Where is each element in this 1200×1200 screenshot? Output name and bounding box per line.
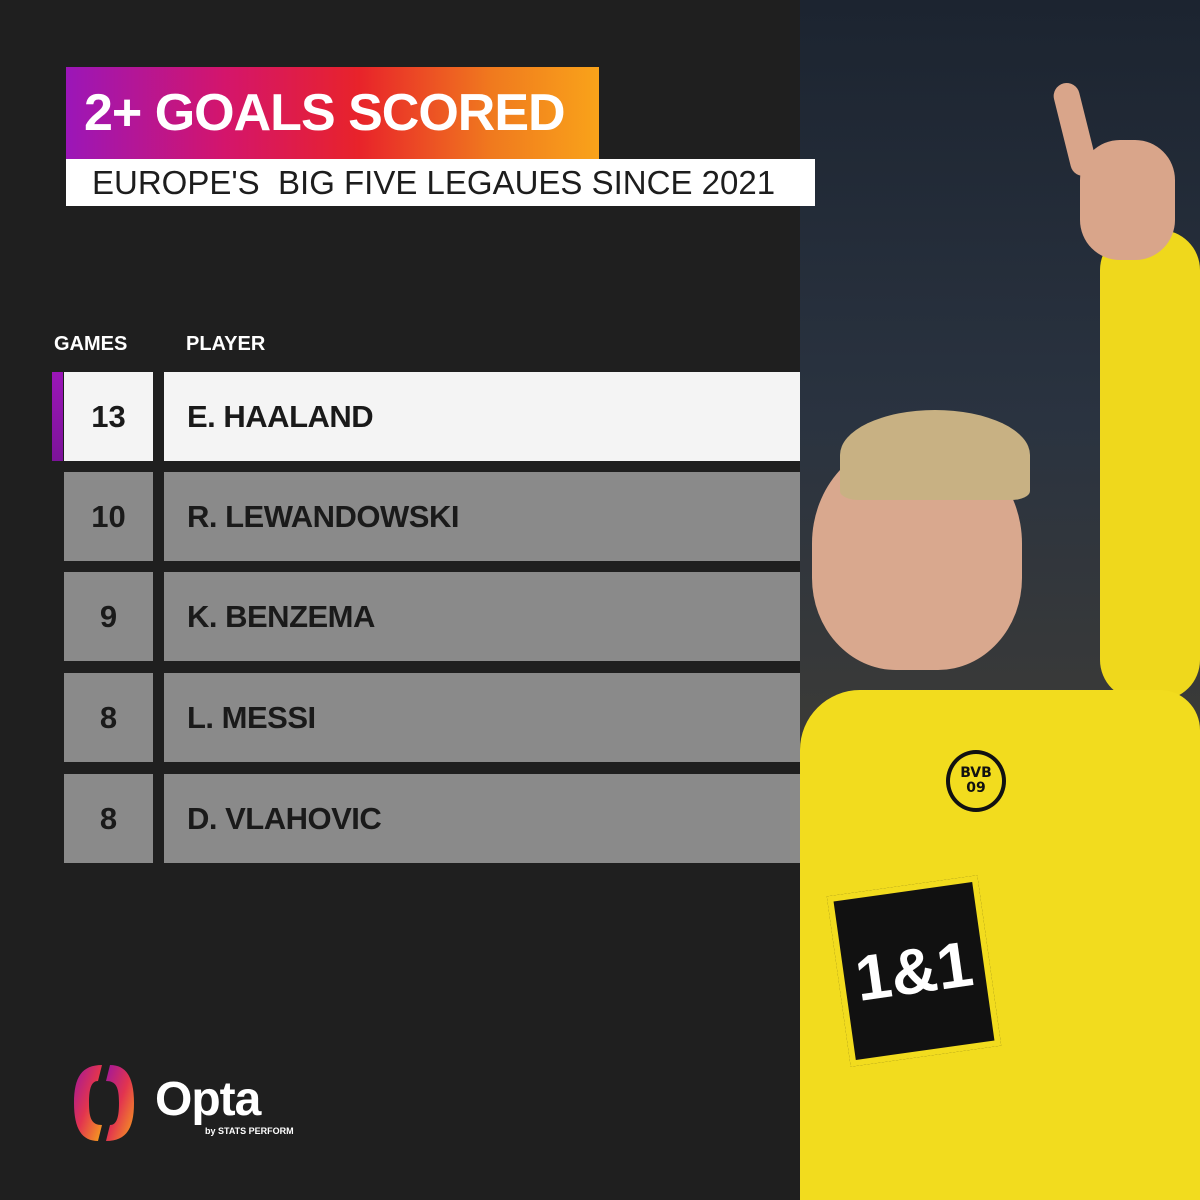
brand-tagline: by STATS PERFORM <box>205 1126 294 1136</box>
table-row: 13 E. HAALAND <box>52 372 800 461</box>
club-crest: BVB 09 <box>946 750 1006 812</box>
photo-hair <box>840 410 1030 500</box>
games-cell: 10 <box>64 472 153 561</box>
sponsor-logo: 1&1 <box>826 875 1002 1067</box>
table-row: 8 D. VLAHOVIC <box>64 774 800 863</box>
player-photo: BVB 09 1&1 <box>800 0 1200 1200</box>
player-cell: D. VLAHOVIC <box>164 774 800 863</box>
player-cell: K. BENZEMA <box>164 572 800 661</box>
games-cell: 9 <box>64 572 153 661</box>
games-cell: 8 <box>64 774 153 863</box>
photo-hand <box>1080 140 1175 260</box>
games-cell: 8 <box>64 673 153 762</box>
player-cell: E. HAALAND <box>164 372 800 461</box>
player-cell: R. LEWANDOWSKI <box>164 472 800 561</box>
opta-logo-icon <box>74 1065 134 1141</box>
page-subtitle: EUROPE'S BIG FIVE LEGAUES SINCE 2021 <box>66 159 815 206</box>
page-title: 2+ GOALS SCORED <box>66 67 599 159</box>
column-header-games: GAMES <box>54 333 128 355</box>
highlight-accent <box>52 372 63 461</box>
table-row: 9 K. BENZEMA <box>64 572 800 661</box>
column-header-player: PLAYER <box>186 333 266 355</box>
brand-name: Opta <box>155 1073 261 1126</box>
table-row: 10 R. LEWANDOWSKI <box>64 472 800 561</box>
photo-arm <box>1100 230 1200 700</box>
player-cell: L. MESSI <box>164 673 800 762</box>
games-cell: 13 <box>64 372 153 461</box>
table-row: 8 L. MESSI <box>64 673 800 762</box>
